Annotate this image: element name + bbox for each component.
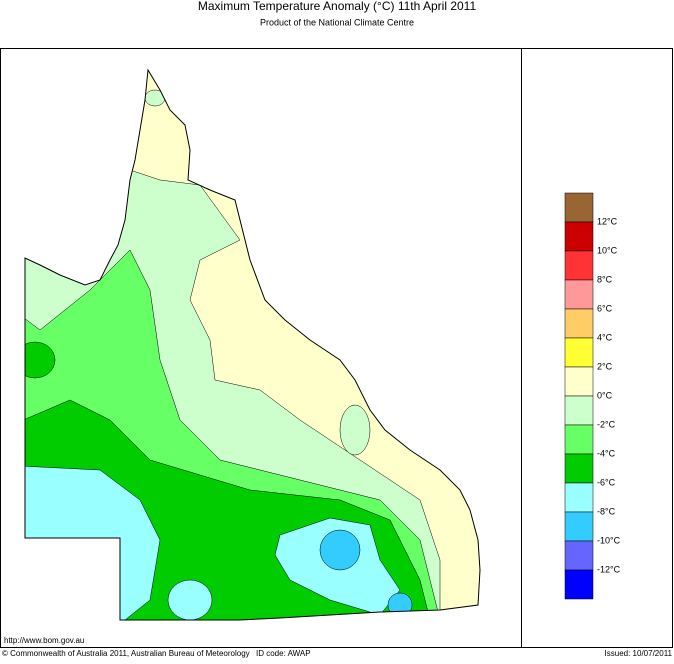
legend-swatch: [564, 511, 594, 542]
legend-label: -6°C: [597, 477, 616, 487]
legend-swatch: [564, 337, 594, 368]
legend-label: 12°C: [597, 216, 618, 226]
legend-label: 8°C: [597, 274, 613, 284]
legend-label: 6°C: [597, 303, 613, 313]
source-url: http://www.bom.gov.au: [4, 636, 84, 645]
legend-swatch: [564, 453, 594, 484]
legend-label: 2°C: [597, 361, 613, 371]
legend-swatch: [564, 221, 594, 252]
legend-swatch: [564, 366, 594, 397]
legend-label: 0°C: [597, 390, 613, 400]
legend-label: 10°C: [597, 245, 618, 255]
legend-label: -2°C: [597, 419, 616, 429]
legend-swatch: [564, 192, 594, 223]
legend-swatch: [564, 250, 594, 281]
zone-minus8-minus6: [167, 579, 213, 620]
zone-minus2-0: [339, 404, 371, 456]
legend-swatch: [564, 540, 594, 571]
id-code: ID code: AWAP: [256, 649, 311, 658]
zone-minus6-minus4: [25, 341, 56, 379]
legend-swatch: [564, 395, 594, 426]
subtitle: Product of the National Climate Centre: [260, 17, 414, 27]
queensland-map: [25, 70, 480, 620]
legend-label: -4°C: [597, 448, 616, 458]
legend: 12°C 10°C 8°C 6°C 4°C 2°C 0°C -2°C -4°C -6°C -8°C -…: [564, 192, 621, 600]
zone-minus10-minus8: [319, 529, 361, 571]
title: Maximum Temperature Anomaly (°C) 11th Ap…: [198, 0, 477, 13]
legend-label: -12°C: [597, 564, 621, 574]
legend-swatch: [564, 424, 594, 455]
legend-label: -10°C: [597, 535, 621, 545]
legend-swatch: [564, 308, 594, 339]
legend-label: 4°C: [597, 332, 613, 342]
legend-label: -8°C: [597, 506, 616, 516]
zone-minus2-0: [144, 89, 166, 107]
legend-swatch: [564, 569, 594, 600]
map-frame: [0, 48, 673, 648]
legend-swatch: [564, 482, 594, 513]
zone-minus10-minus8: [387, 592, 413, 618]
legend-swatch: [564, 279, 594, 310]
copyright: © Commonwealth of Australia 2011, Austra…: [2, 649, 250, 658]
issued-date: Issued: 10/07/2011: [605, 649, 673, 658]
